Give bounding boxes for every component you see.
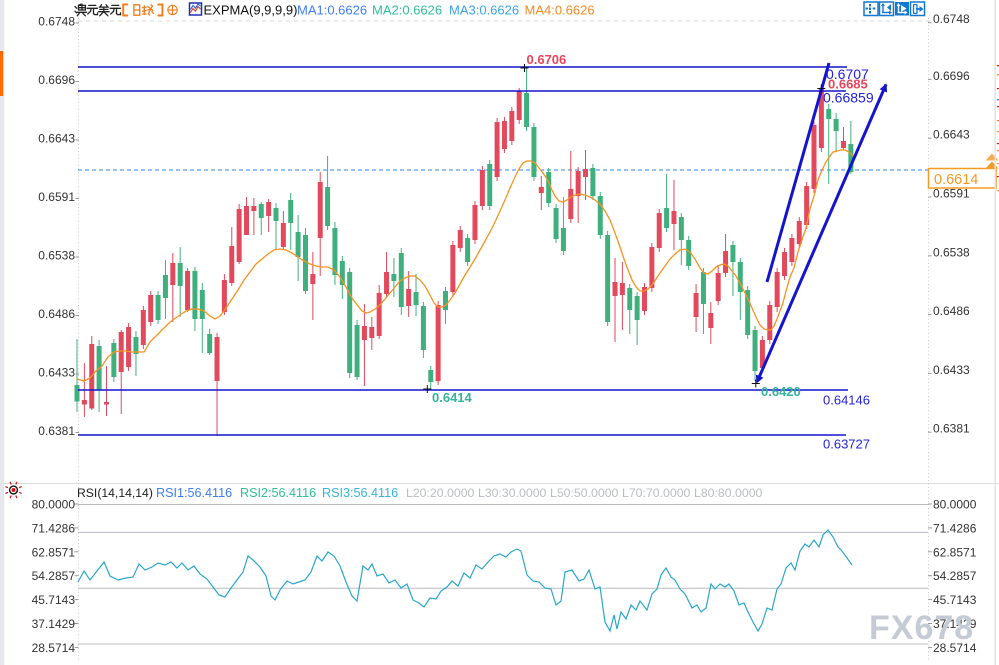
- svg-text:RSI(14,14,14): RSI(14,14,14): [77, 486, 153, 500]
- svg-text:0.6748: 0.6748: [933, 12, 970, 26]
- svg-text:80.0000: 80.0000: [933, 498, 977, 512]
- svg-text:0.6538: 0.6538: [38, 249, 75, 263]
- svg-text:FX678: FX678: [869, 609, 974, 647]
- svg-text:0.6433: 0.6433: [933, 363, 970, 377]
- svg-text:45.7143: 45.7143: [32, 593, 76, 607]
- svg-text:MA2:0.6626: MA2:0.6626: [372, 3, 442, 18]
- svg-text:0.6643: 0.6643: [933, 128, 970, 142]
- svg-text:RSI2:56.4116: RSI2:56.4116: [240, 486, 316, 500]
- svg-text:71.4286: 71.4286: [933, 521, 977, 535]
- svg-text:0.6706: 0.6706: [527, 52, 567, 67]
- svg-text:0.63727: 0.63727: [823, 437, 870, 452]
- svg-text:0.6685: 0.6685: [828, 77, 868, 92]
- svg-text:0.6707: 0.6707: [826, 66, 869, 82]
- svg-text:0.64146: 0.64146: [823, 393, 870, 408]
- svg-text:0.6433: 0.6433: [38, 366, 75, 380]
- svg-text:0.66859: 0.66859: [823, 90, 874, 106]
- svg-text:RSI3:56.4116: RSI3:56.4116: [322, 486, 398, 500]
- svg-text:54.2857: 54.2857: [933, 569, 977, 583]
- svg-text:RSI1:56.4116: RSI1:56.4116: [156, 486, 232, 500]
- svg-text:0.6538: 0.6538: [933, 245, 970, 259]
- svg-text:45.7143: 45.7143: [933, 593, 977, 607]
- svg-text:0.6591: 0.6591: [933, 187, 970, 201]
- svg-text:L50:50.0000: L50:50.0000: [550, 486, 619, 500]
- svg-text:54.2857: 54.2857: [32, 569, 76, 583]
- svg-text:0.6420: 0.6420: [761, 384, 801, 399]
- svg-text:37.1429: 37.1429: [933, 617, 977, 631]
- svg-text:L70:70.0000: L70:70.0000: [622, 486, 691, 500]
- svg-text:MA3:0.6626: MA3:0.6626: [449, 3, 519, 18]
- svg-text:0.6486: 0.6486: [933, 304, 970, 318]
- svg-text:0.6381: 0.6381: [38, 424, 75, 438]
- svg-text:80.0000: 80.0000: [32, 498, 76, 512]
- svg-text:MA4:0.6626: MA4:0.6626: [525, 3, 595, 18]
- svg-text:0.6414: 0.6414: [432, 390, 473, 405]
- svg-text:0.6748: 0.6748: [38, 15, 75, 29]
- svg-text:28.5714: 28.5714: [933, 641, 977, 655]
- svg-text:0.6614: 0.6614: [934, 172, 978, 188]
- svg-text:0.6696: 0.6696: [38, 73, 75, 87]
- svg-text:37.1429: 37.1429: [32, 617, 76, 631]
- svg-text:0.6381: 0.6381: [933, 422, 970, 436]
- svg-text:62.8571: 62.8571: [32, 545, 76, 559]
- svg-text:MA1:0.6626: MA1:0.6626: [297, 3, 367, 18]
- svg-text:L80:80.0000: L80:80.0000: [694, 486, 763, 500]
- svg-text:0.6643: 0.6643: [38, 132, 75, 146]
- svg-text:EXPMA(9,9,9,9): EXPMA(9,9,9,9): [204, 3, 298, 18]
- svg-text:62.8571: 62.8571: [933, 545, 977, 559]
- svg-text:L30:30.0000: L30:30.0000: [478, 486, 547, 500]
- svg-text:L20:20.0000: L20:20.0000: [406, 486, 475, 500]
- svg-text:0.6591: 0.6591: [38, 190, 75, 204]
- svg-text:0.6696: 0.6696: [933, 69, 970, 83]
- svg-text:0.6486: 0.6486: [38, 307, 75, 321]
- svg-text:28.5714: 28.5714: [32, 641, 76, 655]
- svg-text:71.4286: 71.4286: [32, 521, 76, 535]
